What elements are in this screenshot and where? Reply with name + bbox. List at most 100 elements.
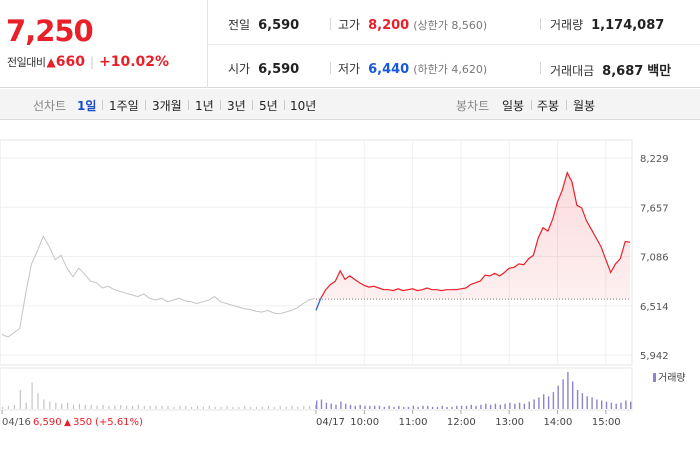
volume-bar-prev (250, 406, 252, 409)
volume-bar-prev (255, 406, 258, 409)
high-value: 8,200 (368, 18, 410, 33)
volume-bar-prev (173, 406, 175, 409)
volume-bar-today (514, 403, 516, 409)
volume-bar-prev (19, 390, 21, 409)
volume-bar-prev (214, 406, 216, 409)
change-divider: | (89, 55, 94, 69)
x-tick-label: 15:00 (592, 417, 621, 428)
volume-bar-today (330, 403, 332, 409)
volume-bar-prev (114, 405, 116, 409)
volume-bar-today (596, 399, 598, 409)
prev-close-info: 전일 6,590 (228, 16, 299, 33)
candle-daily-button[interactable]: 일봉 (502, 99, 525, 113)
change-amount: 660 (55, 54, 85, 70)
toolbar-divider (531, 100, 532, 110)
volume-bar-prev (232, 406, 234, 409)
current-price: 7,250 (6, 14, 94, 48)
volume-bar-prev (226, 405, 228, 409)
period-3m-button[interactable]: 3개월 (152, 99, 182, 113)
x-tick-label: 11:00 (399, 417, 428, 428)
period-5y-button[interactable]: 5년 (259, 99, 278, 113)
amount-label: 거래대금 (550, 64, 595, 78)
info-divider (540, 62, 541, 74)
price-chart: 8,229 7,657 7,086 6,514 5,942 04/17 10:00 11:0… (0, 139, 686, 428)
candle-weekly-button[interactable]: 주봉 (537, 99, 560, 113)
volume-bar-prev (220, 406, 222, 409)
today-line-down (315, 298, 322, 311)
volume-bar-today (605, 401, 608, 409)
volume-bar-today (528, 401, 530, 409)
info-divider (330, 18, 331, 30)
volume-bar-prev (261, 406, 263, 409)
volume-bar-prev (208, 405, 210, 409)
volume-bar-today (470, 404, 472, 409)
toolbar-divider (188, 100, 189, 110)
volume-bar-today (625, 400, 627, 409)
volume-bar-prev (55, 402, 57, 409)
period-3y-button[interactable]: 3년 (227, 99, 246, 113)
volume-bar-today (451, 406, 453, 409)
volume-bar-today (630, 401, 632, 409)
volume-bar-prev (309, 405, 311, 409)
period-1w-button[interactable]: 1주일 (109, 99, 139, 113)
volume-bar-prev (315, 404, 317, 409)
volume-bar-prev (155, 405, 157, 409)
volume-bar-prev (291, 405, 293, 409)
volume-bar-today (388, 405, 390, 409)
period-10y-button[interactable]: 10년 (290, 99, 317, 113)
volume-bar-today (552, 392, 555, 409)
volume-bar-prev (96, 405, 98, 409)
amount-unit: 백만 (647, 64, 672, 79)
volume-bar-today (403, 406, 405, 409)
volume-bar-today (504, 403, 506, 409)
volume-bar-today (407, 406, 410, 409)
volume-legend-label: 거래량 (658, 372, 686, 384)
low-value: 6,440 (368, 62, 410, 77)
info-row-divider (208, 44, 700, 45)
today-line-up (320, 170, 631, 299)
volume-bar-prev (297, 406, 299, 409)
period-1d-button[interactable]: 1일 (77, 99, 97, 113)
toolbar-divider (284, 100, 285, 110)
volume-bar-prev (7, 405, 10, 409)
prev-close-value: 6,590 (258, 18, 300, 33)
high-label: 고가 (338, 18, 361, 32)
volume-bar-today (417, 406, 419, 409)
volume-bar-today (538, 397, 540, 409)
volume-bar-prev (102, 404, 104, 409)
amount-value: 8,687 (602, 64, 644, 79)
volume-bar-today (374, 405, 376, 409)
y-tick-label: 7,086 (640, 253, 669, 264)
volume-bar-prev (31, 382, 33, 409)
volume-bar-prev (84, 404, 86, 409)
volume-bar-prev (43, 399, 45, 409)
volume-bar-today (620, 402, 622, 409)
volume-bar-today (349, 404, 352, 409)
change-label: 전일대비 (7, 56, 46, 69)
volume-bar-prev (37, 393, 39, 409)
x-tick-label: 13:00 (495, 417, 524, 428)
low-label: 저가 (338, 62, 361, 76)
amount-info: 거래대금 8,687 백만 (550, 60, 671, 79)
change-row: 전일대비 ▲ 660 | +10.02% (7, 54, 169, 70)
prev-day-close: 6,590 (33, 417, 62, 428)
volume-bar-today (533, 399, 535, 409)
price-lines (1, 170, 631, 338)
volume-bar-prev (90, 404, 92, 409)
volume-bar-prev (126, 405, 128, 409)
volume-bar-today (586, 396, 588, 409)
volume-bar-prev (143, 405, 145, 409)
volume-bar-today (364, 405, 366, 409)
volume-bar-today (576, 390, 579, 409)
volume-label: 거래량 (550, 18, 584, 32)
volume-bar-prev (303, 405, 305, 409)
volume-bar-today (325, 402, 328, 409)
volume-bar-prev (72, 404, 75, 409)
y-tick-label: 7,657 (640, 203, 669, 214)
volume-value: 1,174,087 (591, 18, 665, 33)
period-1y-button[interactable]: 1년 (195, 99, 214, 113)
high-info: 고가 8,200 (상한가 8,560) (338, 16, 487, 33)
candle-monthly-button[interactable]: 월봉 (573, 99, 596, 113)
volume-bar-today (480, 404, 482, 409)
prev-day-summary: 04/16 6,590 ▲ 350 (+5.61%) (2, 417, 143, 428)
